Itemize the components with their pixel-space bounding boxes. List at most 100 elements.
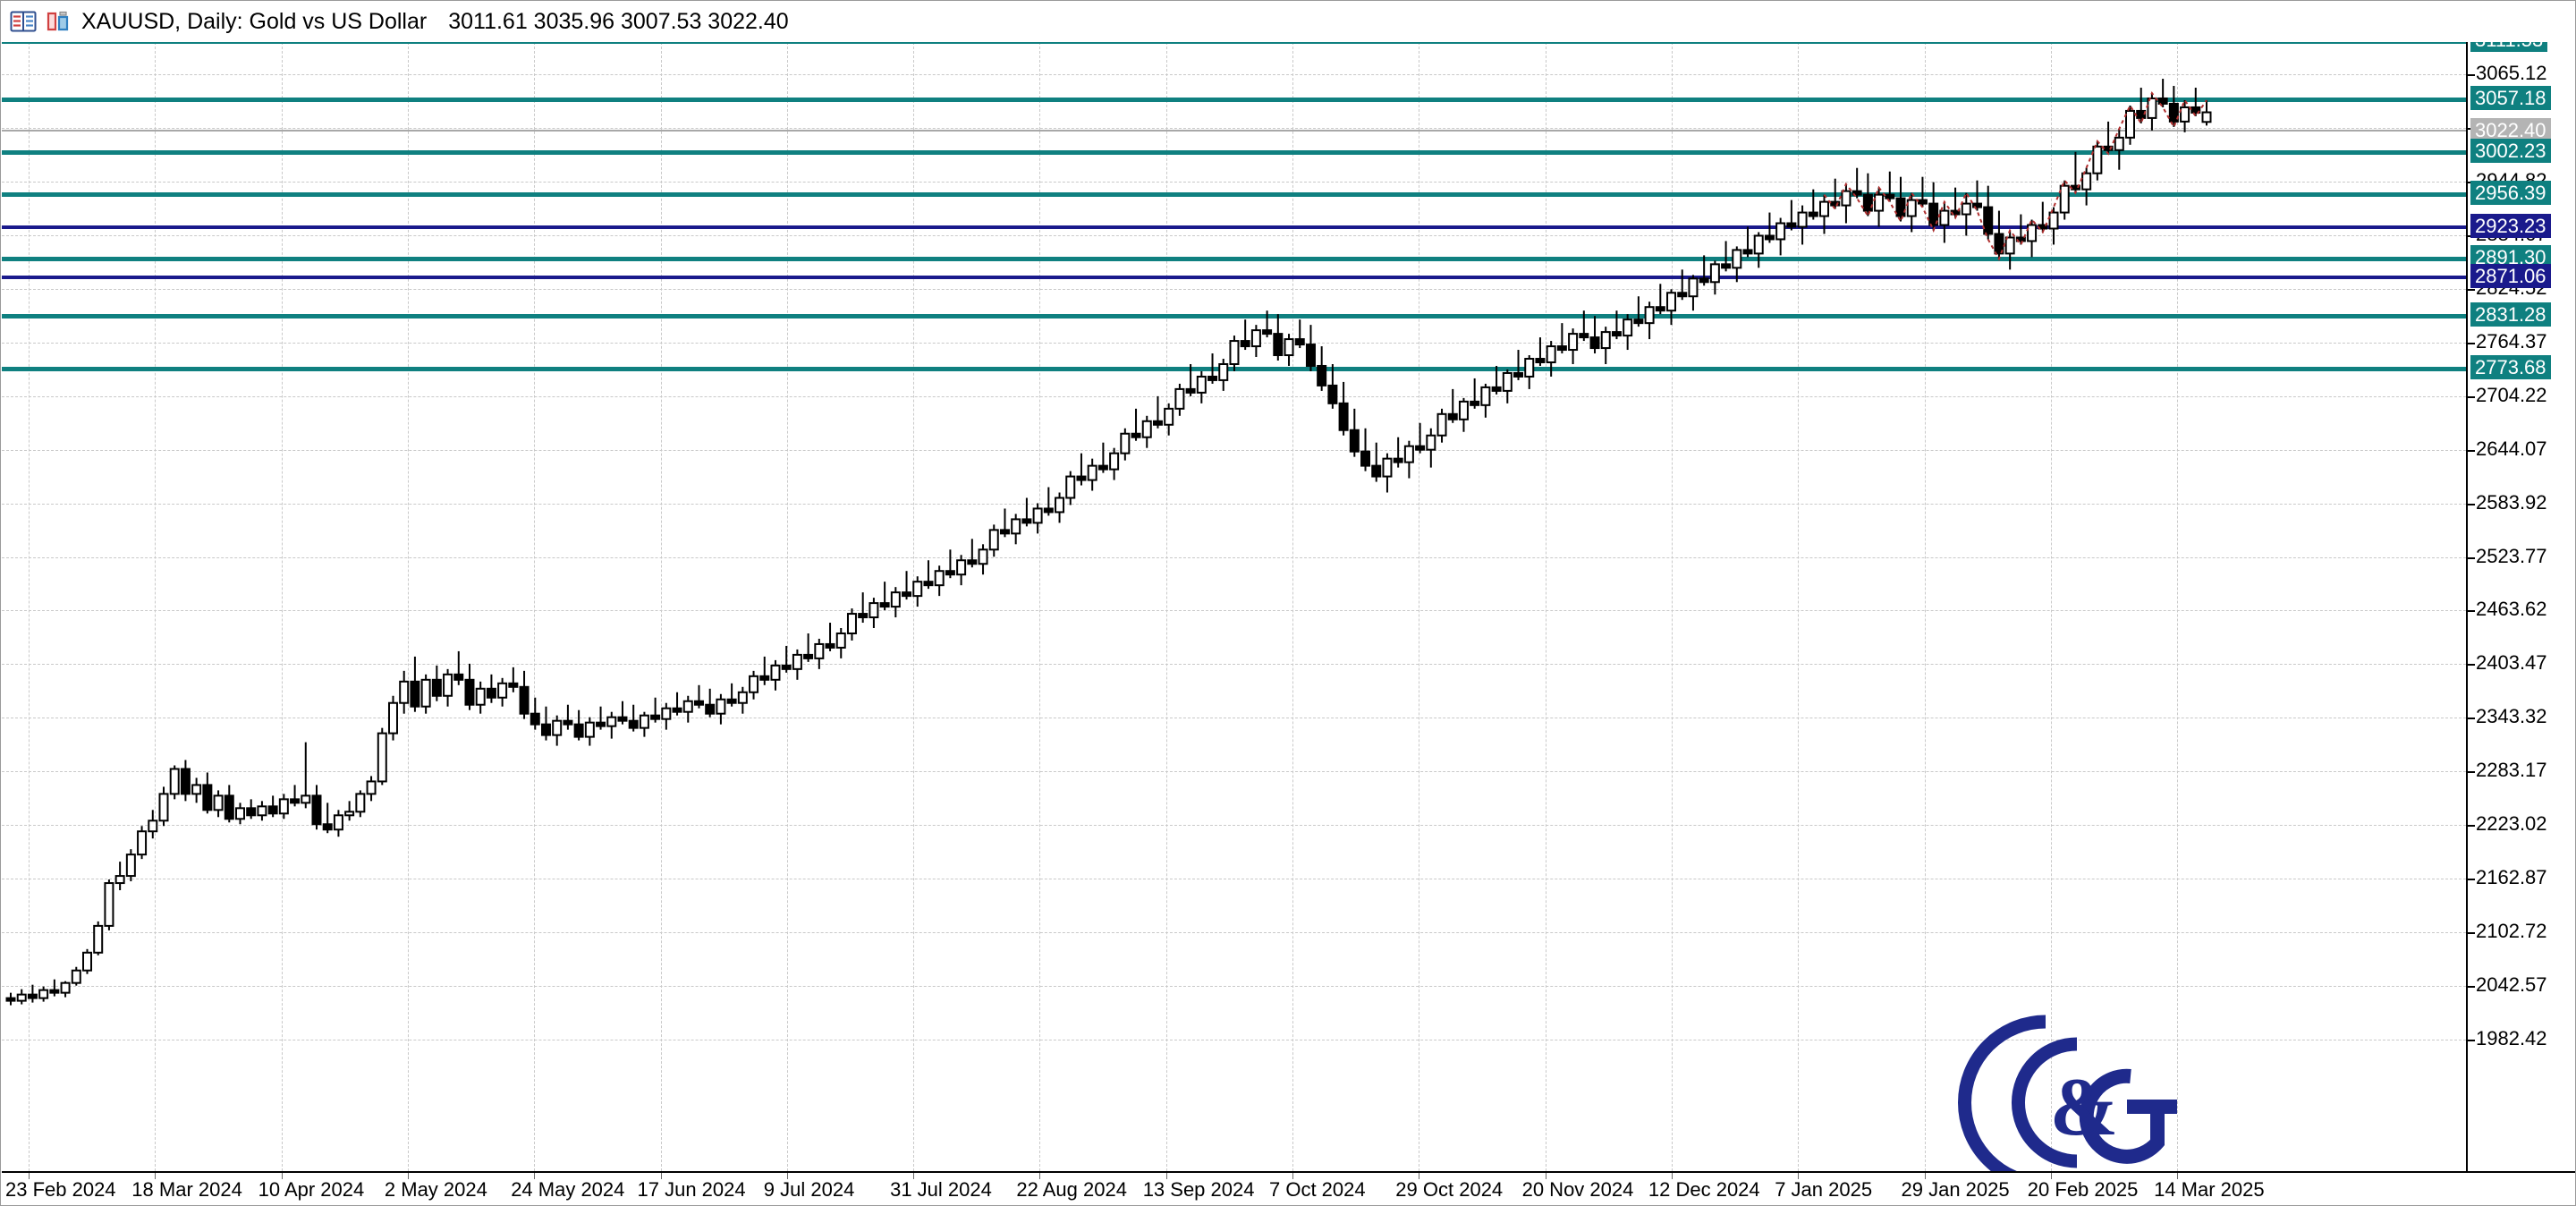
candle-body-bearish [1677,292,1688,298]
candle-body-bearish [1131,432,1141,438]
candle-body-bullish [1229,340,1240,365]
time-tick-label: 31 Jul 2024 [890,1178,992,1201]
price-tick-label: 2583.92 [2476,490,2547,514]
level-line-3111.53[interactable] [2,42,2466,44]
candle-body-bullish [584,721,595,738]
candle-body-bearish [2157,97,2168,105]
time-tick-label: 20 Feb 2025 [2027,1178,2139,1201]
price-tag-3022.40[interactable]: 3022.40 [2470,118,2551,142]
level-line-2923.23[interactable] [2,225,2466,229]
chart-plot-area[interactable]: FE 61.8 & [2,42,2466,1171]
time-tick-label: 12 Dec 2024 [1648,1178,1760,1201]
candle-body-bullish [1797,211,1808,228]
candle-body-bullish [2201,111,2212,123]
grid-line-horizontal [2,73,2466,75]
candle-body-bullish [93,924,104,954]
level-line-2956.39[interactable] [2,192,2466,197]
candle-body-bullish [81,951,92,972]
grid-line-vertical [1165,42,1167,1171]
time-tick-mark [1292,1173,1293,1179]
candle-body-bearish [1862,193,1873,212]
price-axis[interactable]: 3125.273065.123004.972944.822884.672824.… [2466,42,2575,1171]
time-tick-label: 7 Oct 2024 [1269,1178,1366,1201]
candle-body-bearish [1021,518,1032,524]
candle-body-bullish [1480,386,1491,406]
candle-body-bullish [1436,412,1447,437]
candle-body-bullish [1961,202,1971,216]
price-tick-mark [2468,342,2475,344]
level-line-3022.40[interactable] [2,130,2466,132]
candle-body-bullish [38,989,49,999]
candle-body-bullish [1546,345,1556,363]
price-tag-2923.23[interactable]: 2923.23 [2470,214,2551,238]
time-tick-mark [1798,1173,1800,1179]
time-tick-label: 23 Feb 2024 [5,1178,116,1201]
candle-body-bullish [1524,358,1535,378]
time-tick-mark [913,1173,915,1179]
candle-body-bullish [1284,338,1294,357]
candle-body-bullish [60,981,71,994]
candle-body-bearish [1152,420,1163,426]
time-tick-label: 24 May 2024 [511,1178,625,1201]
grid-line-vertical [1039,42,1041,1171]
candle-body-bullish [814,642,825,659]
candle-body-bearish [1415,445,1426,451]
price-tag-2831.28[interactable]: 2831.28 [2470,302,2551,327]
candle-body-bearish [1589,336,1600,350]
grid-line-vertical [2050,42,2052,1171]
level-line-3057.18[interactable] [2,98,2466,102]
level-line-2871.06[interactable] [2,276,2466,279]
candle-body-bullish [1164,407,1174,426]
candle-body-bearish [1786,222,1797,228]
candle-body-bullish [1032,507,1043,524]
time-tick-mark [786,1173,788,1179]
price-tick-label: 3065.12 [2476,61,2547,84]
candle-body-bullish [158,793,169,822]
candle-body-bearish [1447,412,1458,420]
price-tick-mark [2468,664,2475,667]
price-tick-mark [2468,395,2475,398]
candle-body-bullish [443,673,453,697]
candle-body-bullish [333,814,343,831]
price-tag-3002.23[interactable]: 3002.23 [2470,139,2551,163]
price-tag-2773.68[interactable]: 2773.68 [2470,355,2551,379]
price-tick-label: 2162.87 [2476,866,2547,889]
bar-chart-icon[interactable] [46,9,72,34]
candle-body-bullish [2114,136,2124,151]
candle-body-bearish [27,993,38,999]
chart-ohlc-values: 3011.61 3035.96 3007.53 3022.40 [448,8,789,34]
price-tick-label: 2283.17 [2476,759,2547,782]
candle-body-bullish [2048,211,2059,230]
price-tick-label: 2102.72 [2476,920,2547,943]
candle-body-bullish [1109,452,1120,471]
price-tag-2956.39[interactable]: 2956.39 [2470,181,2551,205]
candle-body-bearish [705,703,716,715]
candle-body-bullish [1087,464,1097,481]
candle-body-bearish [1360,450,1371,467]
price-tag-2871.06[interactable]: 2871.06 [2470,264,2551,288]
price-tick-mark [2468,73,2475,76]
price-tag-3057.18[interactable]: 3057.18 [2470,86,2551,110]
time-tick-label: 7 Jan 2025 [1775,1178,1873,1201]
candle-body-bullish [912,581,923,598]
candle-body-bullish [956,559,967,576]
candle-body-bearish [224,794,234,820]
grid-line-horizontal [2,395,2466,397]
level-line-2831.28[interactable] [2,314,2466,318]
candle-body-bearish [453,673,464,681]
price-tag-3111.53[interactable]: 3111.53 [2470,42,2548,52]
level-line-3002.23[interactable] [2,150,2466,155]
candle-body-bearish [2015,236,2026,242]
level-line-2891.30[interactable] [2,257,2466,261]
candle-body-bullish [137,830,148,856]
data-window-icon[interactable] [10,9,37,34]
candle-body-bearish [1470,400,1480,406]
candle-body-bullish [552,719,563,736]
price-tick-label: 2523.77 [2476,544,2547,567]
candle-body-bearish [246,807,257,817]
candle-body-bearish [1305,344,1316,367]
time-axis[interactable]: 23 Feb 2024 18 Mar 2024 10 Apr 2024 2 May 2… [2,1171,2575,1205]
candle-body-bullish [2081,172,2092,191]
candle-body-bearish [1556,345,1567,352]
candle-body-bearish [759,675,770,681]
